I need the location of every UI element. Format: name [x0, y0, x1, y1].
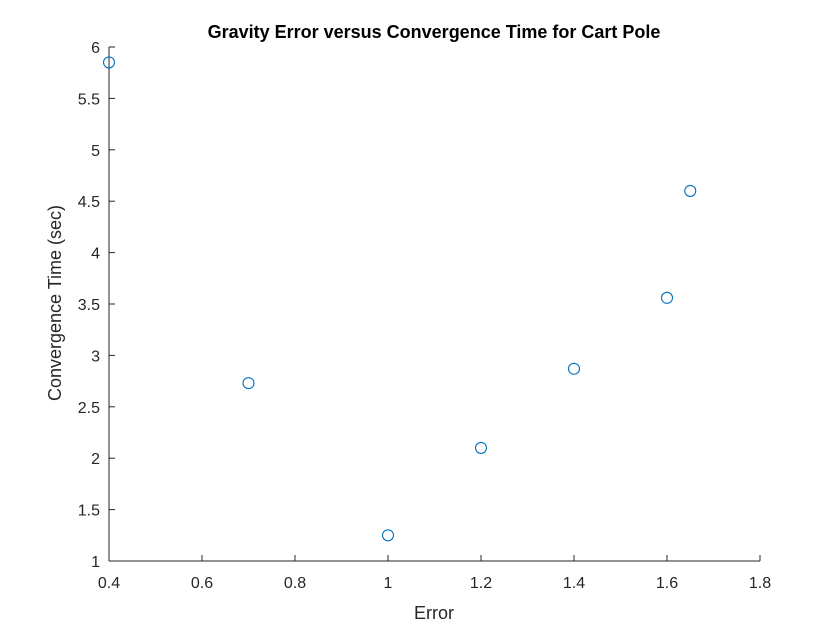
x-tick-label: 0.4 [98, 575, 120, 592]
x-tick-label: 1.6 [656, 575, 678, 592]
data-point [242, 377, 255, 390]
y-tick-label: 5 [91, 143, 100, 160]
y-tick-label: 3.5 [78, 297, 100, 314]
y-tick-label: 5.5 [78, 91, 100, 108]
y-tick-label: 6 [91, 40, 100, 57]
y-tick-label: 4.5 [78, 194, 100, 211]
chart-title: Gravity Error versus Convergence Time fo… [208, 22, 661, 42]
x-tick-label: 1 [384, 575, 393, 592]
y-ticks: 1 1.5 2 2.5 3 3.5 4 4.5 5 5.5 6 [78, 40, 115, 571]
x-tick-label: 1.4 [563, 575, 585, 592]
y-tick-label: 4 [91, 246, 100, 263]
y-tick-label: 2 [91, 451, 100, 468]
x-tick-label: 1.8 [749, 575, 771, 592]
x-tick-label: 0.6 [191, 575, 213, 592]
data-point [567, 362, 581, 375]
y-tick-label: 1 [91, 554, 100, 571]
data-point [660, 291, 674, 304]
x-axis-title: Error [414, 603, 454, 623]
x-ticks: 0.4 0.6 0.8 1 1.2 1.4 1.6 1.8 [98, 555, 771, 592]
data-point [102, 56, 116, 69]
data-point [381, 529, 395, 542]
y-tick-label: 3 [91, 348, 100, 365]
y-tick-label: 1.5 [78, 503, 100, 520]
y-tick-label: 2.5 [78, 400, 100, 417]
data-points [102, 56, 697, 542]
x-tick-label: 0.8 [284, 575, 306, 592]
x-tick-label: 1.2 [470, 575, 492, 592]
data-point [474, 441, 488, 454]
data-point [684, 184, 697, 197]
y-axis-title: Convergence Time (sec) [45, 205, 65, 401]
axes [108, 47, 760, 562]
